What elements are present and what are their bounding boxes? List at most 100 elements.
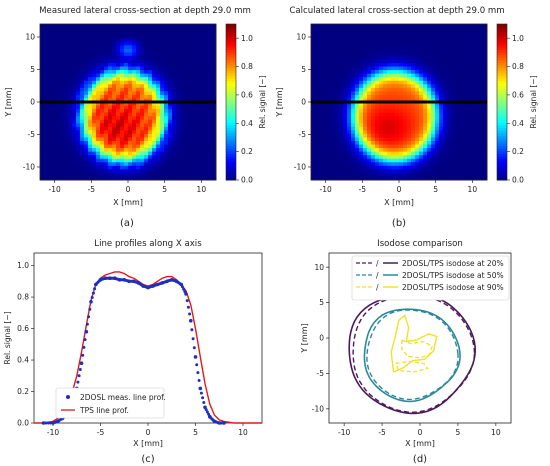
heat-cell — [116, 133, 121, 138]
heat-cell — [124, 123, 129, 128]
heat-cell — [355, 116, 360, 121]
heat-cell — [200, 87, 205, 92]
heat-cell — [48, 77, 53, 82]
heat-cell — [359, 66, 364, 71]
heat-cell — [411, 63, 416, 67]
heat-cell — [479, 87, 484, 92]
heat-cell — [160, 141, 165, 145]
heat-cell — [156, 52, 161, 57]
heat-cell — [395, 94, 400, 99]
heat-cell — [140, 165, 145, 170]
heat-cell — [319, 109, 324, 114]
heat-cell — [383, 98, 388, 103]
heat-cell — [335, 70, 340, 75]
heat-cell — [76, 91, 81, 96]
heat-cell — [359, 80, 364, 85]
heat-cell — [84, 27, 89, 32]
heat-cell — [84, 105, 89, 110]
colorbar-segment — [497, 29, 507, 33]
heat-cell — [128, 102, 133, 106]
panel-c: Line profiles along X axis -10 -5 0 5 100.00… — [3, 239, 263, 465]
heat-cell — [431, 27, 436, 32]
heat-cell — [100, 52, 105, 57]
heat-cell — [156, 31, 161, 36]
heat-cell — [96, 66, 101, 71]
heat-cell — [160, 84, 165, 89]
heat-cell — [104, 77, 109, 82]
heat-cell — [375, 130, 380, 135]
heat-cell — [116, 38, 121, 43]
heat-cell — [443, 77, 448, 82]
heat-cell — [311, 112, 316, 117]
heat-cell — [479, 45, 484, 50]
heat-cell — [176, 48, 181, 53]
heat-cell — [164, 87, 169, 92]
heat-cell — [196, 66, 201, 71]
heat-cell — [359, 48, 364, 53]
heat-cell — [204, 158, 209, 163]
heat-cell — [435, 59, 440, 64]
heat-cell — [483, 52, 488, 57]
heat-cell — [475, 144, 480, 149]
heat-cell — [188, 148, 193, 153]
legend-d: /2DOSL/TPS isodose at 20%/2DOSL/TPS isod… — [351, 255, 510, 301]
heat-cell — [48, 45, 53, 50]
heat-cell — [144, 38, 149, 43]
heat-cell — [196, 158, 201, 163]
heat-cell — [335, 63, 340, 67]
heat-cell — [60, 126, 65, 131]
heat-cell — [379, 63, 384, 67]
heat-cell — [327, 155, 332, 160]
heat-cell — [40, 151, 45, 156]
heat-cell — [144, 34, 149, 39]
heat-cell — [391, 98, 396, 103]
heat-cell — [84, 172, 89, 177]
heat-cell — [148, 59, 153, 64]
heat-cell — [176, 52, 181, 57]
colorbar-segment — [226, 120, 236, 124]
heat-cell — [335, 24, 340, 28]
heat-cell — [463, 165, 468, 170]
heat-cell — [423, 48, 428, 53]
colorbar-segment — [226, 130, 236, 134]
heat-cell — [56, 24, 61, 28]
heat-cell — [435, 45, 440, 50]
colorbar-segment — [497, 68, 507, 72]
heat-cell — [311, 63, 316, 67]
series-meas-point — [89, 300, 93, 304]
heat-cell — [212, 119, 217, 124]
heat-cell — [367, 123, 372, 128]
heat-cell — [132, 73, 137, 78]
heat-cell — [140, 126, 145, 131]
heat-cell — [423, 158, 428, 163]
heat-cell — [371, 116, 376, 121]
heat-cell — [375, 137, 380, 142]
heat-cell — [355, 176, 360, 181]
heat-cell — [439, 77, 444, 82]
heat-cell — [116, 63, 121, 67]
heat-cell — [479, 91, 484, 96]
heat-cell — [439, 102, 444, 106]
heat-cell — [419, 34, 424, 39]
colorbar-tick-label: 0.6 — [512, 91, 524, 100]
heat-cell — [96, 133, 101, 138]
heat-cell — [196, 59, 201, 64]
heat-cell — [196, 109, 201, 114]
heat-cell — [447, 41, 452, 46]
heat-cell — [367, 105, 372, 110]
heat-cell — [395, 48, 400, 53]
heat-cell — [379, 41, 384, 46]
heat-cell — [60, 172, 65, 177]
heat-cell — [64, 151, 69, 156]
heat-cell — [367, 87, 372, 92]
heat-cell — [395, 59, 400, 64]
heat-cell — [92, 59, 97, 64]
heat-cell — [64, 73, 69, 78]
heat-cell — [192, 151, 197, 156]
heat-cell — [387, 91, 392, 96]
heat-cell — [323, 155, 328, 160]
heat-cell — [132, 126, 137, 131]
heat-cell — [108, 116, 113, 121]
y-tick-label: -5 — [317, 369, 325, 378]
heat-cell — [427, 41, 432, 46]
